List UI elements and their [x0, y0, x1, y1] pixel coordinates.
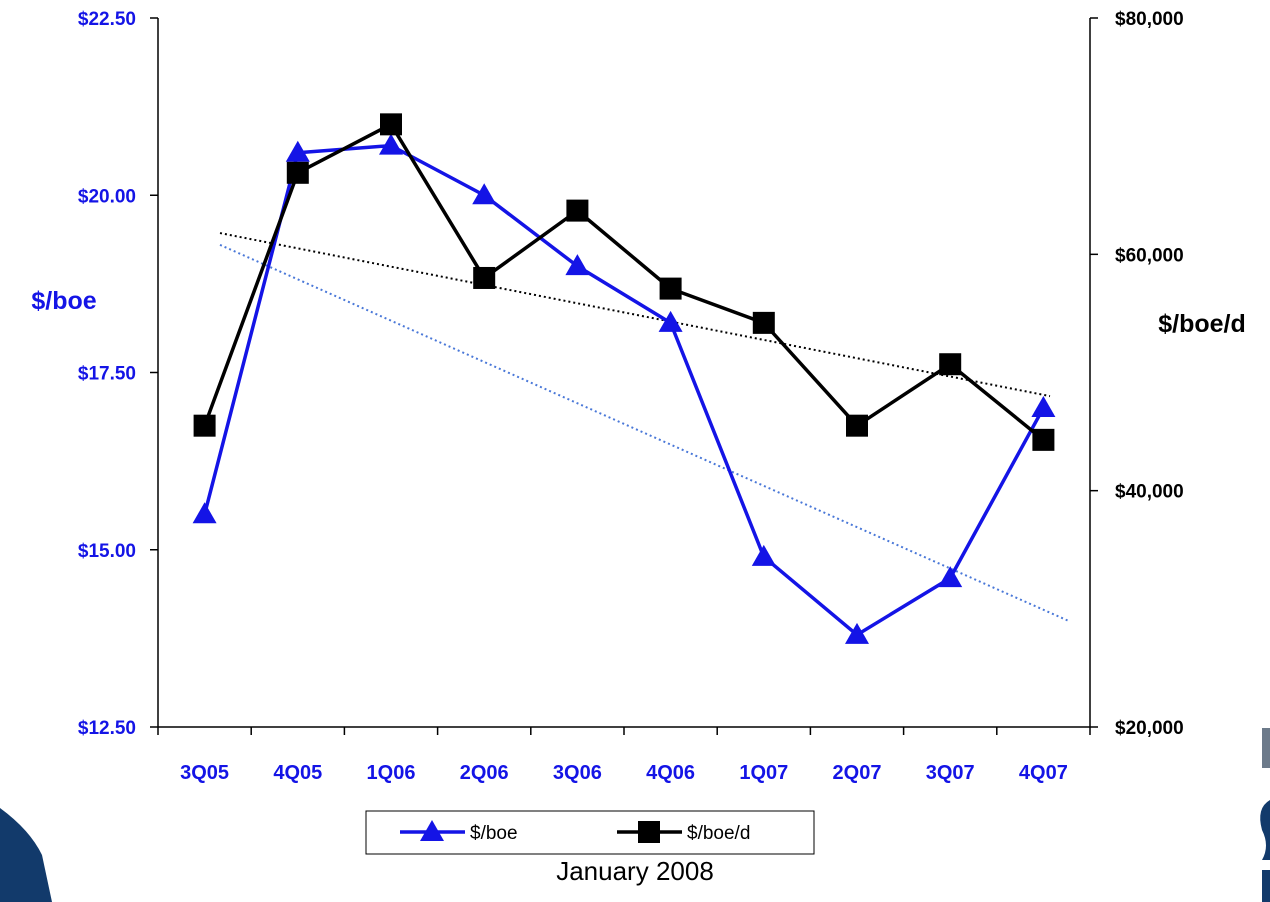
trend-lines	[219, 232, 1069, 622]
decor-logo-base	[1262, 870, 1270, 902]
boe-point-triangle	[938, 566, 963, 588]
x-tick-label: 3Q06	[553, 762, 602, 784]
x-tick-label: 2Q07	[833, 762, 882, 784]
boed-point-square	[566, 199, 589, 222]
boe-point-triangle	[565, 254, 590, 276]
boed-point-square	[380, 113, 402, 136]
boe-point-triangle	[472, 183, 497, 205]
boe-point-triangle	[845, 622, 869, 644]
x-tick-label: 1Q06	[367, 762, 416, 784]
boed-point-square	[1032, 428, 1055, 451]
boed-point-square	[752, 311, 775, 334]
legend-boed-marker	[638, 821, 660, 843]
decor-corner-shape	[0, 808, 52, 902]
x-tick-label: 4Q05	[273, 762, 322, 784]
boe-trend-line	[219, 243, 1069, 622]
left-axis-ticks: $12.50 $15.00 $17.50 $20.00 $22.50	[78, 9, 158, 739]
boed-point-square	[846, 414, 868, 437]
boe-point-triangle	[658, 310, 683, 332]
legend: $/boe $/boe/d	[365, 810, 815, 855]
boed-point-square	[939, 353, 962, 376]
boe-point-triangle	[192, 502, 217, 524]
boed-point-square	[286, 161, 309, 184]
decor-logo-bar	[1262, 728, 1270, 768]
boe-point-triangle	[379, 133, 403, 155]
boe-point-triangle	[751, 544, 776, 566]
footer-date: January 2008	[556, 856, 714, 886]
legend-boe-marker	[420, 820, 444, 841]
left-tick-label: $17.50	[78, 364, 136, 385]
series-group	[192, 113, 1056, 644]
boed-series-line	[202, 122, 1045, 442]
boed-trend-line	[219, 232, 1051, 398]
x-tick-label: 4Q06	[646, 762, 695, 784]
right-tick-label: $80,000	[1115, 9, 1184, 30]
boe-point-triangle	[285, 140, 310, 162]
boed-point-square	[473, 266, 496, 289]
x-tick-label: 3Q05	[180, 762, 229, 784]
x-axis-ticks: 3Q05 4Q05 1Q06 2Q06 3Q06 4Q06 1Q07 2Q07 3Q07 4Q07	[157, 727, 1091, 784]
x-tick-label: 1Q07	[739, 762, 788, 784]
boed-point-square	[193, 414, 216, 437]
left-tick-label: $15.00	[78, 541, 136, 562]
right-axis-ticks: $20,000 $40,000 $60,000 $80,000	[1090, 9, 1184, 739]
right-tick-label: $20,000	[1115, 718, 1184, 739]
boed-point-square	[659, 277, 682, 300]
left-tick-label: $22.50	[78, 9, 136, 30]
right-axis-title: $/boe/d	[1158, 310, 1246, 338]
boe-series-line	[202, 143, 1045, 637]
x-tick-label: 4Q07	[1019, 762, 1068, 784]
right-tick-label: $40,000	[1115, 482, 1184, 503]
x-tick-label: 2Q06	[460, 762, 509, 784]
boe-point-triangle	[1031, 395, 1056, 417]
decor-logo-fragment	[1260, 728, 1270, 902]
left-tick-label: $20.00	[78, 186, 136, 207]
x-tick-label: 3Q07	[926, 762, 975, 784]
legend-boe-label: $/boe	[470, 823, 518, 844]
left-axis-title: $/boe	[31, 287, 96, 315]
decor-logo-curve	[1260, 800, 1270, 860]
right-tick-label: $60,000	[1115, 245, 1184, 266]
legend-boed-label: $/boe/d	[687, 823, 750, 844]
left-tick-label: $12.50	[78, 718, 136, 739]
